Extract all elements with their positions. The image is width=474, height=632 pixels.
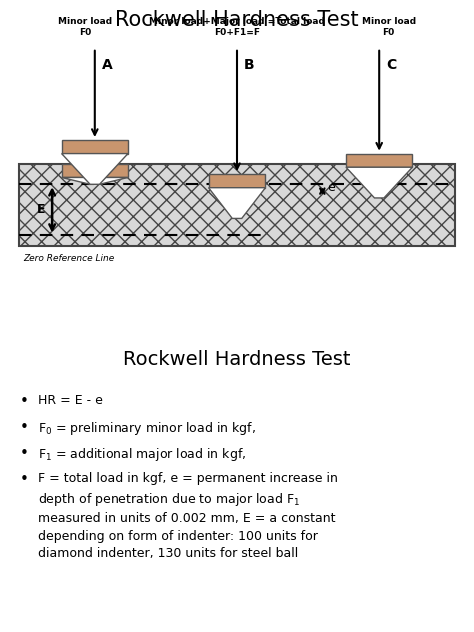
Text: Minor load+Major load =Total load
F0+F1=F: Minor load+Major load =Total load F0+F1=… [149, 17, 325, 37]
Polygon shape [62, 178, 128, 185]
Text: A: A [102, 58, 113, 72]
Text: e: e [327, 181, 335, 194]
Text: C: C [386, 58, 397, 72]
Text: F$_0$ = preliminary minor load in kgf,: F$_0$ = preliminary minor load in kgf, [38, 420, 256, 437]
Bar [209, 174, 265, 188]
Bar [62, 140, 128, 154]
Text: Minor load
F0: Minor load F0 [58, 17, 112, 37]
Bar [62, 164, 128, 178]
Bar [346, 154, 412, 167]
Text: B: B [244, 58, 255, 72]
Text: Rockwell Hardness Test: Rockwell Hardness Test [115, 10, 359, 30]
Polygon shape [209, 188, 265, 219]
Text: •: • [19, 446, 28, 461]
Polygon shape [346, 167, 412, 198]
Text: •: • [19, 472, 28, 487]
Text: Zero Reference Line: Zero Reference Line [24, 254, 115, 264]
Text: F$_1$ = additional major load in kgf,: F$_1$ = additional major load in kgf, [38, 446, 246, 463]
Text: HR = E - e: HR = E - e [38, 394, 103, 406]
Text: Rockwell Hardness Test: Rockwell Hardness Test [123, 350, 351, 369]
Text: F = total load in kgf, e = permanent increase in
depth of penetration due to maj: F = total load in kgf, e = permanent inc… [38, 472, 338, 560]
Text: Minor load
F0: Minor load F0 [362, 17, 416, 37]
Polygon shape [19, 164, 455, 246]
Polygon shape [62, 154, 128, 185]
Text: •: • [19, 420, 28, 435]
Text: E: E [36, 204, 45, 216]
Text: •: • [19, 394, 28, 409]
